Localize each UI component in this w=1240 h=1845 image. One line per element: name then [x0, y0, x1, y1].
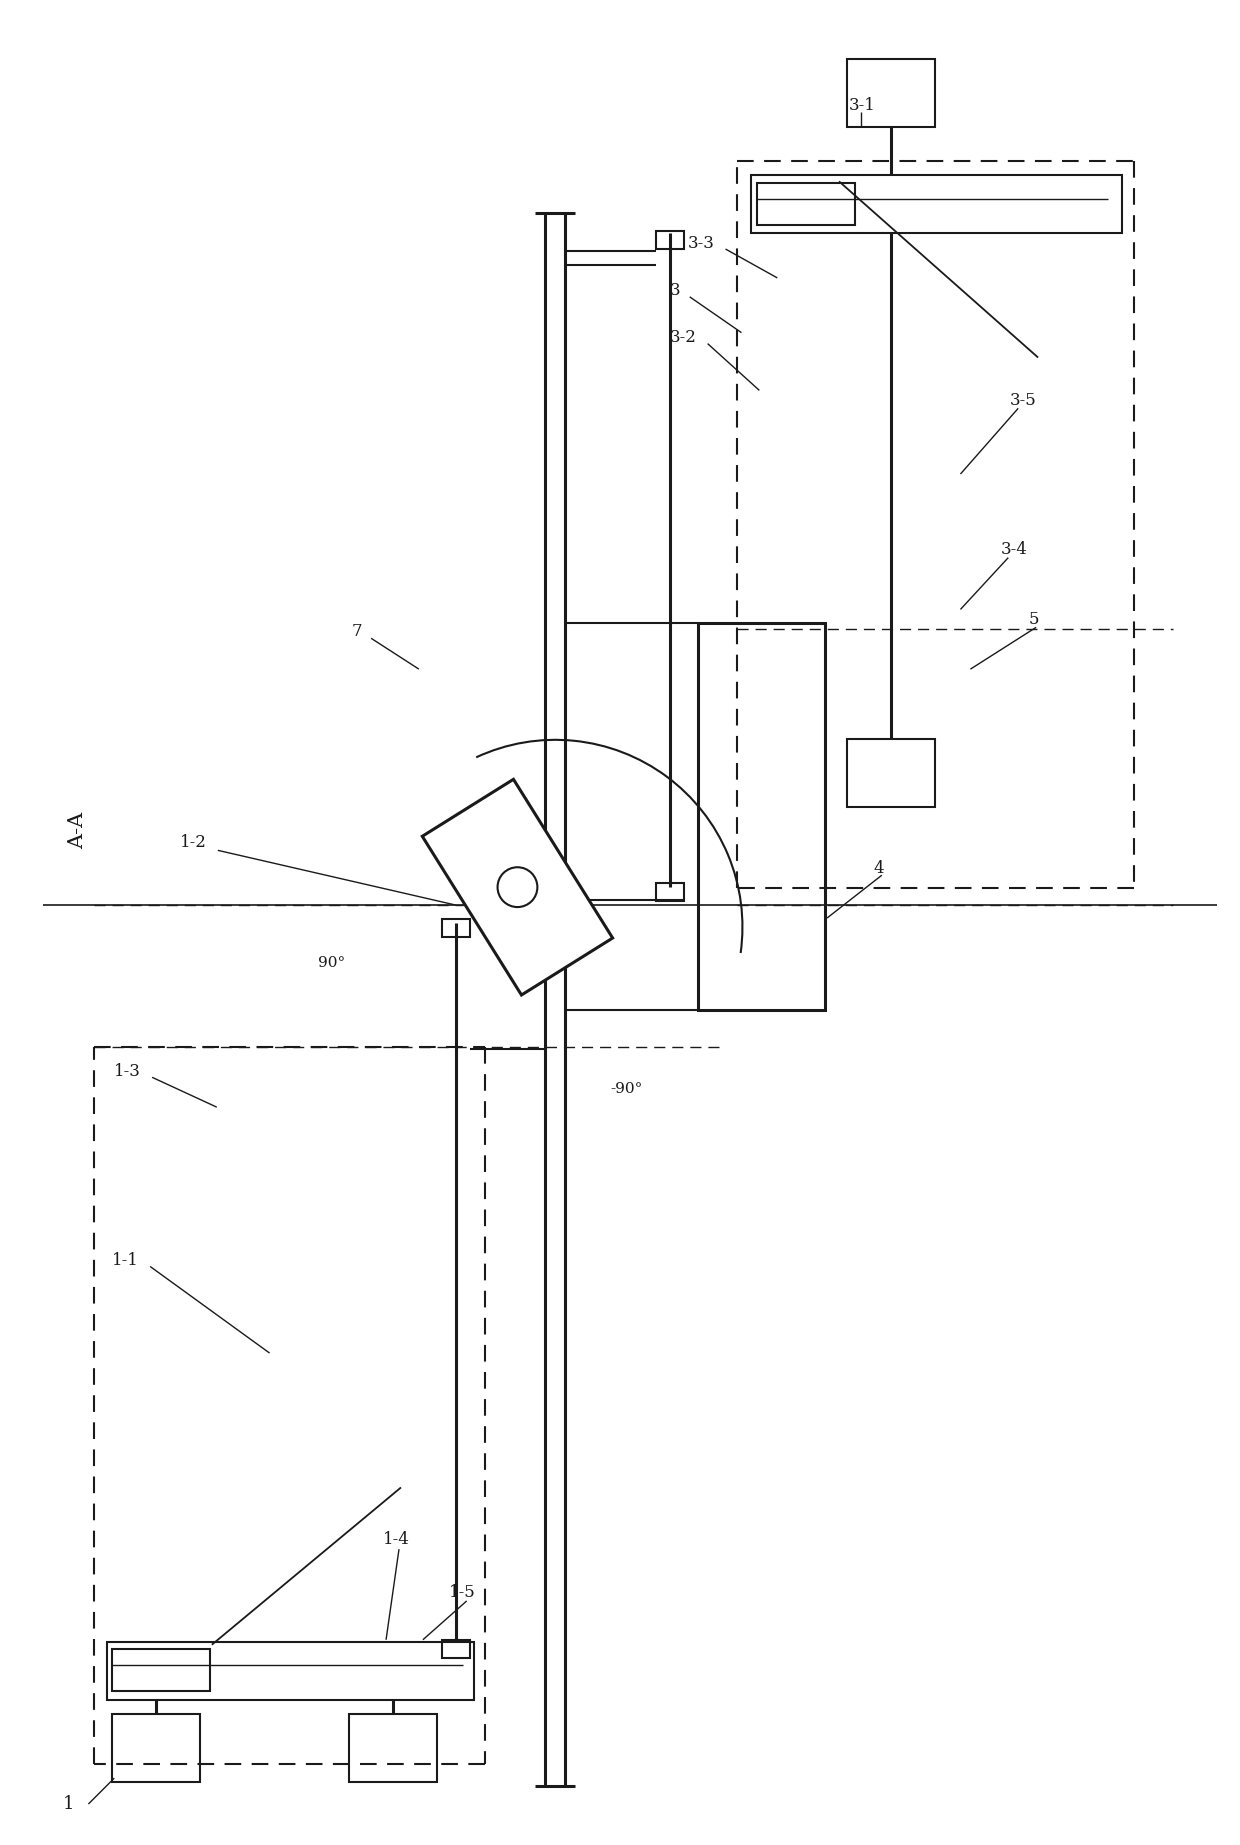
Text: 1-1: 1-1 — [113, 1253, 139, 1269]
Bar — [113, 1649, 210, 1690]
Bar — [441, 1640, 470, 1657]
Bar — [656, 231, 683, 249]
Text: -90°: -90° — [610, 1083, 642, 1096]
Bar — [698, 624, 825, 1009]
Text: 1-2: 1-2 — [180, 834, 207, 851]
Bar — [113, 1714, 200, 1782]
Text: 3-3: 3-3 — [688, 234, 714, 251]
Bar — [423, 779, 613, 994]
Text: 5: 5 — [1028, 611, 1039, 627]
Text: 4: 4 — [874, 860, 884, 876]
Text: 3-1: 3-1 — [849, 98, 875, 114]
Text: 1: 1 — [62, 1795, 74, 1814]
Bar — [751, 175, 1122, 232]
Bar — [656, 884, 683, 900]
Bar — [350, 1714, 436, 1782]
Text: A-A: A-A — [68, 812, 87, 849]
Circle shape — [497, 867, 537, 908]
Text: 3-5: 3-5 — [1011, 391, 1037, 410]
Text: 3-4: 3-4 — [1001, 541, 1027, 559]
Text: 1-3: 1-3 — [114, 1063, 141, 1079]
Text: 90°: 90° — [319, 956, 346, 970]
Text: 1-4: 1-4 — [383, 1531, 410, 1548]
Bar — [441, 919, 470, 937]
Bar — [758, 183, 854, 225]
Text: 7: 7 — [351, 624, 362, 640]
Bar — [108, 1642, 474, 1699]
Bar — [847, 738, 935, 806]
Bar — [847, 59, 935, 127]
Text: 3: 3 — [670, 282, 681, 299]
Text: 1-5: 1-5 — [449, 1585, 475, 1601]
Text: 3-2: 3-2 — [670, 328, 697, 347]
